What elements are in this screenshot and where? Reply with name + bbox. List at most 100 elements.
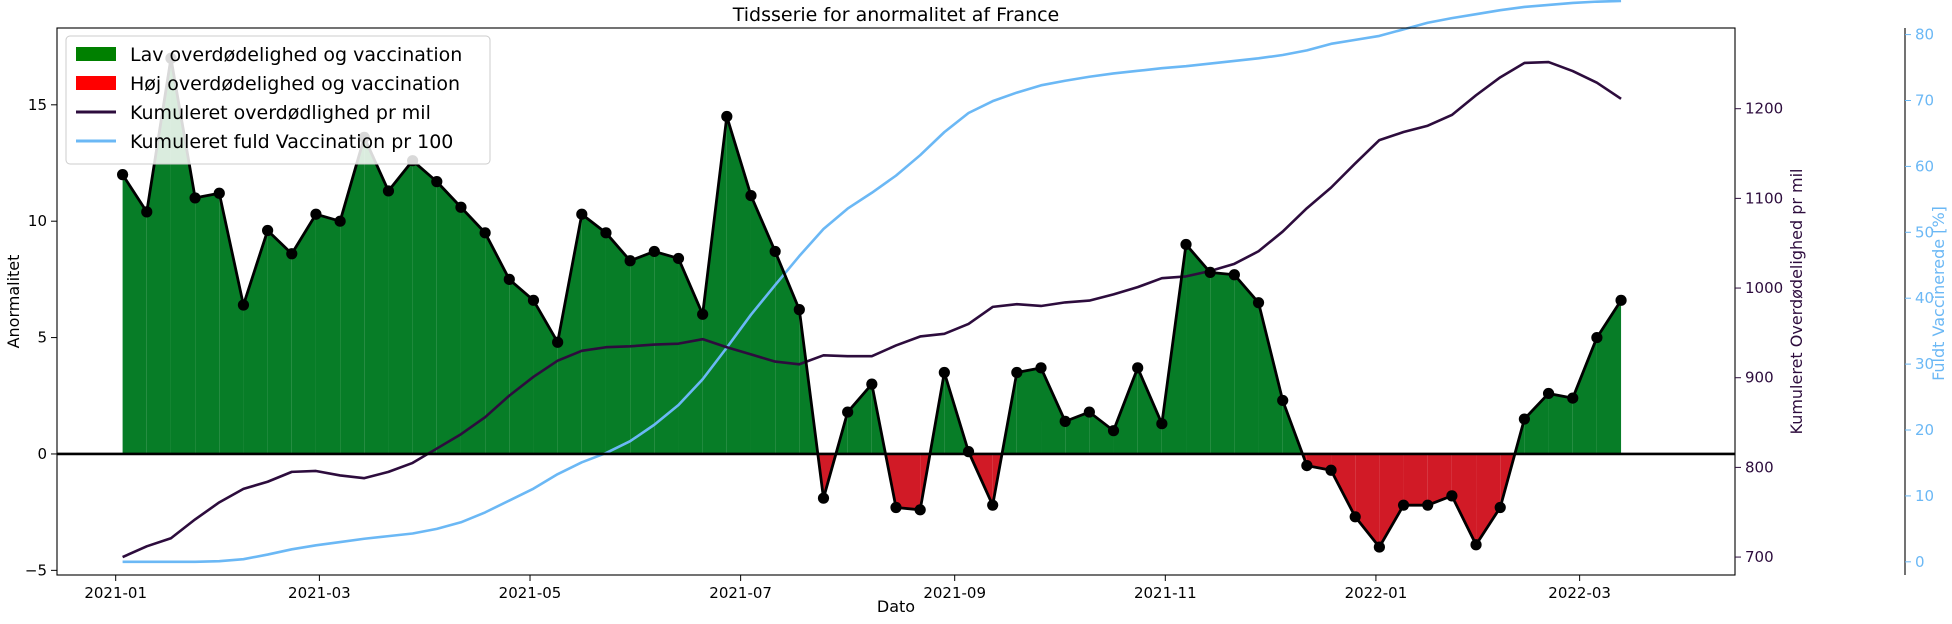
anomaly-point xyxy=(1567,392,1579,404)
anomaly-point xyxy=(1325,464,1337,476)
anomaly-point xyxy=(1422,499,1434,511)
positive-fill-area xyxy=(340,137,365,454)
legend-label: Lav overdødelighed og vaccination xyxy=(130,44,462,66)
x-tick-label: 2021-11 xyxy=(1134,584,1197,602)
anomaly-point xyxy=(141,206,153,218)
y3-tick-label: 20 xyxy=(1915,421,1934,439)
chart-title: Tidsserie for anormalitet af France xyxy=(732,4,1060,26)
positive-fill-area xyxy=(315,214,341,454)
positive-fill-area xyxy=(581,214,606,454)
legend-label: Kumuleret overdødlighed pr mil xyxy=(130,102,431,124)
anomaly-point xyxy=(1156,418,1168,430)
positive-fill-area xyxy=(630,251,655,454)
anomaly-point xyxy=(745,189,757,202)
anomaly-point xyxy=(672,252,685,265)
x-tick-label: 2021-09 xyxy=(923,584,986,602)
anomaly-point xyxy=(1470,539,1482,551)
anomaly-point xyxy=(310,208,322,220)
positive-fill-area xyxy=(267,230,292,454)
y3-tick-label: 0 xyxy=(1915,553,1925,571)
positive-fill-area xyxy=(388,160,413,454)
y3-tick-label: 10 xyxy=(1915,487,1934,505)
anomaly-point xyxy=(382,185,395,197)
anomaly-point xyxy=(479,227,491,239)
anomaly-point xyxy=(1204,266,1216,279)
anomaly-point xyxy=(697,308,709,320)
positive-fill-area xyxy=(1596,300,1622,454)
legend-swatch xyxy=(76,47,116,61)
y2-tick-label: 1000 xyxy=(1745,279,1783,297)
legend-box xyxy=(65,35,491,165)
positive-fill-area xyxy=(1572,337,1597,454)
x-tick-label: 2021-05 xyxy=(499,584,562,602)
anomaly-point xyxy=(1132,362,1144,374)
x-tick-label: 2021-01 xyxy=(84,584,147,602)
anomaly-point xyxy=(793,304,805,316)
anomaly-point xyxy=(842,406,854,418)
y-tick-label: 10 xyxy=(28,212,47,230)
anomaly-point xyxy=(1518,413,1530,425)
anomaly-point xyxy=(286,248,298,260)
anomaly-point xyxy=(213,187,225,199)
anomaly-point xyxy=(431,176,443,188)
anomaly-point xyxy=(455,201,467,213)
positive-fill-area xyxy=(1065,412,1090,454)
positive-fill-area xyxy=(122,174,147,454)
y-tick-label: 5 xyxy=(37,329,47,347)
positive-fill-area xyxy=(533,300,558,454)
y3-tick-label: 30 xyxy=(1915,355,1934,373)
legend-label: Høj overdødelighed og vaccination xyxy=(130,73,460,95)
anomaly-point xyxy=(1228,269,1240,281)
y3-tick-label: 60 xyxy=(1915,157,1934,175)
anomaly-point xyxy=(576,208,588,220)
anomaly-point xyxy=(987,499,999,511)
positive-fill-area xyxy=(1016,367,1042,454)
negative-fill-area xyxy=(896,453,921,510)
y-axis-label: Anormalitet xyxy=(4,255,23,349)
anomaly-point xyxy=(552,336,564,348)
anomaly-point xyxy=(1035,362,1047,374)
positive-fill-area xyxy=(1113,367,1138,454)
anomaly-point xyxy=(962,446,975,458)
anomaly-point xyxy=(1446,490,1458,502)
y3-tick-label: 80 xyxy=(1915,26,1934,44)
x-tick-label: 2022-03 xyxy=(1548,584,1611,602)
negative-fill-area xyxy=(1403,453,1428,506)
anomaly-point xyxy=(1252,297,1265,309)
excess-mortality-line xyxy=(122,60,1622,559)
y2-tick-label: 1100 xyxy=(1745,189,1783,207)
positive-fill-area xyxy=(726,116,751,454)
positive-fill-area xyxy=(654,251,679,454)
positive-fill-area xyxy=(364,137,389,454)
x-tick-label: 2021-07 xyxy=(709,584,772,602)
positive-fill-area xyxy=(1089,412,1114,454)
anomaly-point xyxy=(334,215,346,227)
anomaly-point xyxy=(914,504,926,516)
anomaly-point xyxy=(1397,499,1410,511)
positive-fill-area xyxy=(847,384,872,454)
positive-fill-area xyxy=(1137,367,1162,454)
positive-fill-area xyxy=(1041,367,1066,454)
positive-fill-area xyxy=(1234,274,1259,454)
anomaly-point xyxy=(1591,331,1603,344)
positive-fill-area xyxy=(219,193,244,454)
negative-fill-area xyxy=(1379,453,1404,548)
positive-fill-area xyxy=(678,258,703,454)
positive-fill-area xyxy=(1548,393,1573,454)
positive-fill-area xyxy=(509,279,534,454)
anomaly-point xyxy=(1373,541,1385,553)
anomaly-point xyxy=(1059,415,1071,427)
anomaly-point xyxy=(1107,425,1120,437)
y2-tick-label: 800 xyxy=(1745,458,1774,476)
anomaly-point xyxy=(817,492,830,504)
y3-tick-label: 70 xyxy=(1915,91,1934,109)
anomaly-point xyxy=(866,378,878,390)
y-tick-label: 15 xyxy=(28,96,47,114)
negative-fill-area xyxy=(1476,453,1501,545)
anomaly-point xyxy=(1349,511,1361,523)
anomaly-point xyxy=(1180,238,1192,251)
x-tick-label: 2021-03 xyxy=(288,584,351,602)
anomaly-point xyxy=(890,501,902,514)
